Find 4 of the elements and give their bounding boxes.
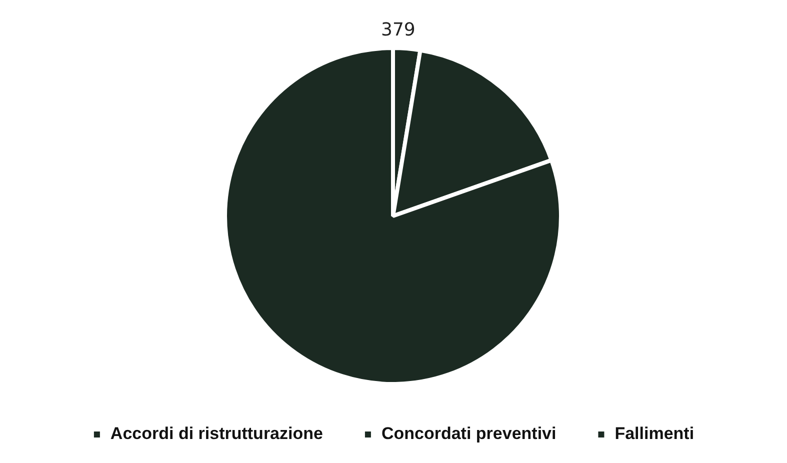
data-label: 379 <box>380 19 416 40</box>
legend-label: Accordi di ristrutturazione <box>110 424 323 444</box>
legend-label: Concordati preventivi <box>381 424 556 444</box>
legend-label: Fallimenti <box>614 424 694 444</box>
